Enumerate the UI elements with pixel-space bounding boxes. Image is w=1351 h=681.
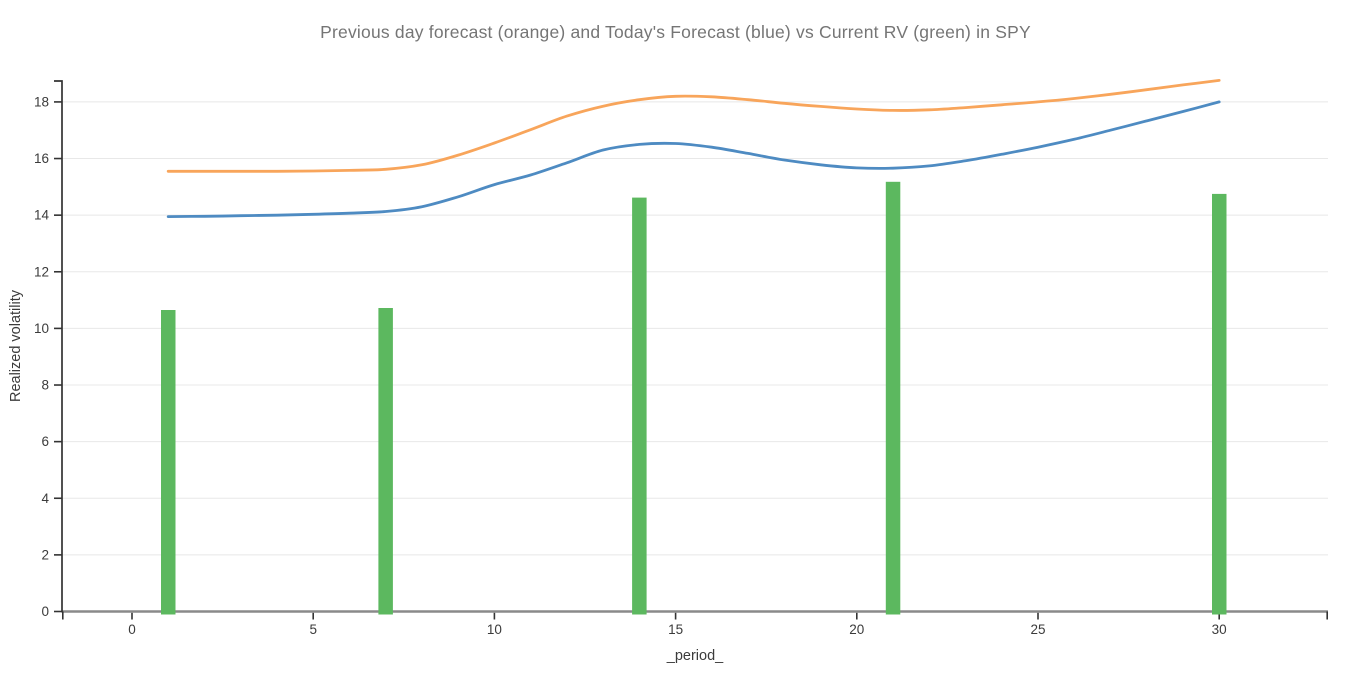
y-tick-label-14: 14 — [34, 208, 50, 223]
bar-current-rv-x7 — [378, 308, 393, 615]
chart-title: Previous day forecast (orange) and Today… — [320, 22, 1031, 42]
x-tick-label-0: 0 — [128, 622, 136, 637]
y-tick-label-4: 4 — [41, 491, 49, 506]
y-tick-label-10: 10 — [34, 321, 49, 336]
y-tick-label-8: 8 — [41, 378, 49, 393]
y-tick-label-18: 18 — [34, 94, 49, 109]
line-previous-day-forecast — [166, 79, 1221, 173]
bar-current-rv-x30 — [1212, 193, 1227, 615]
x-tick-label-30: 30 — [1212, 622, 1227, 637]
y-axis-label: Realized volatility — [8, 289, 24, 402]
x-axis-label: _period_ — [666, 648, 724, 664]
bar-current-rv-x21 — [885, 181, 901, 615]
y-tick-label-12: 12 — [34, 264, 49, 279]
y-tick-label-2: 2 — [41, 547, 49, 562]
y-tick-label-6: 6 — [41, 434, 49, 449]
bar-current-rv-x14 — [632, 197, 647, 615]
x-tick-label-10: 10 — [487, 622, 502, 637]
bar-current-rv-x1 — [161, 310, 176, 615]
y-axis-spine — [54, 80, 63, 613]
x-tick-label-15: 15 — [668, 622, 683, 637]
y-tick-label-0: 0 — [41, 604, 49, 619]
y-tick-label-16: 16 — [34, 151, 49, 166]
x-tick-label-5: 5 — [309, 622, 317, 637]
line-today's-forecast — [166, 100, 1221, 218]
x-tick-label-20: 20 — [849, 622, 864, 637]
x-tick-label-25: 25 — [1030, 622, 1045, 637]
